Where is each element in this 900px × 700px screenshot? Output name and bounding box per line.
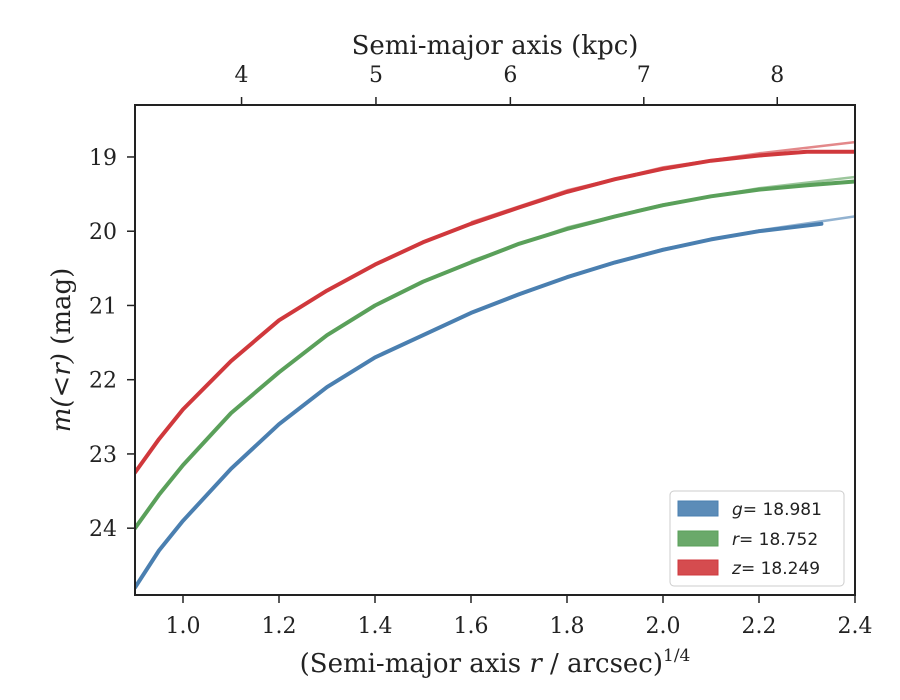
- legend-swatch-z: [678, 560, 718, 575]
- x-tick-label: 1.2: [262, 614, 297, 639]
- series-model-line-g: [471, 216, 855, 313]
- top-tick-label: 8: [770, 63, 784, 88]
- y-axis-label-math: m(<r): [47, 353, 77, 432]
- legend-swatch-r: [678, 531, 718, 546]
- x-axis-label-suffix: / arcsec): [542, 649, 663, 679]
- y-axis-ticks: 19 20 21 22 23 24: [89, 146, 135, 542]
- legend-value-z: = 18.249: [741, 559, 820, 579]
- x-axis-label-exponent: 1/4: [663, 646, 690, 666]
- y-tick-label: 20: [89, 220, 117, 245]
- legend: g= 18.981 r= 18.752 z= 18.249: [670, 491, 844, 586]
- y-tick-label: 23: [89, 443, 117, 468]
- x-tick-label: 1.8: [550, 614, 585, 639]
- y-tick-label: 21: [89, 294, 117, 319]
- legend-swatch-g: [678, 501, 718, 516]
- x-axis-ticks: 1.0 1.2 1.4 1.6 1.8 2.0 2.2 2.4: [166, 595, 873, 639]
- series-line-z: [135, 152, 855, 473]
- top-tick-label: 7: [637, 63, 651, 88]
- legend-var-g: g: [732, 500, 743, 520]
- x-axis-label-prefix: (Semi-major axis: [300, 649, 530, 679]
- y-axis-label-unit: (mag): [47, 268, 77, 353]
- x-tick-label: 2.2: [742, 614, 777, 639]
- y-tick-label: 19: [89, 146, 117, 171]
- legend-label-g: g= 18.981: [732, 500, 822, 520]
- x-tick-label: 1.0: [166, 614, 201, 639]
- y-tick-label: 22: [89, 369, 117, 394]
- top-tick-label: 4: [235, 63, 249, 88]
- y-axis-label: m(<r) (mag): [47, 268, 77, 433]
- legend-label-z: z= 18.249: [731, 559, 820, 579]
- top-axis-label: Semi-major axis (kpc): [352, 31, 639, 61]
- legend-value-r: = 18.752: [739, 530, 818, 550]
- x-tick-label: 1.4: [358, 614, 393, 639]
- y-tick-label: 24: [89, 517, 117, 542]
- x-tick-label: 2.0: [646, 614, 681, 639]
- legend-value-g: = 18.981: [743, 500, 822, 520]
- top-axis-ticks: 4 5 6 7 8: [235, 63, 785, 105]
- x-tick-label: 2.4: [838, 614, 873, 639]
- x-tick-label: 1.6: [454, 614, 489, 639]
- legend-label-r: r= 18.752: [732, 530, 818, 550]
- top-tick-label: 6: [503, 63, 517, 88]
- top-tick-label: 5: [369, 63, 383, 88]
- x-axis-label: (Semi-major axis r / arcsec)1/4: [300, 646, 691, 679]
